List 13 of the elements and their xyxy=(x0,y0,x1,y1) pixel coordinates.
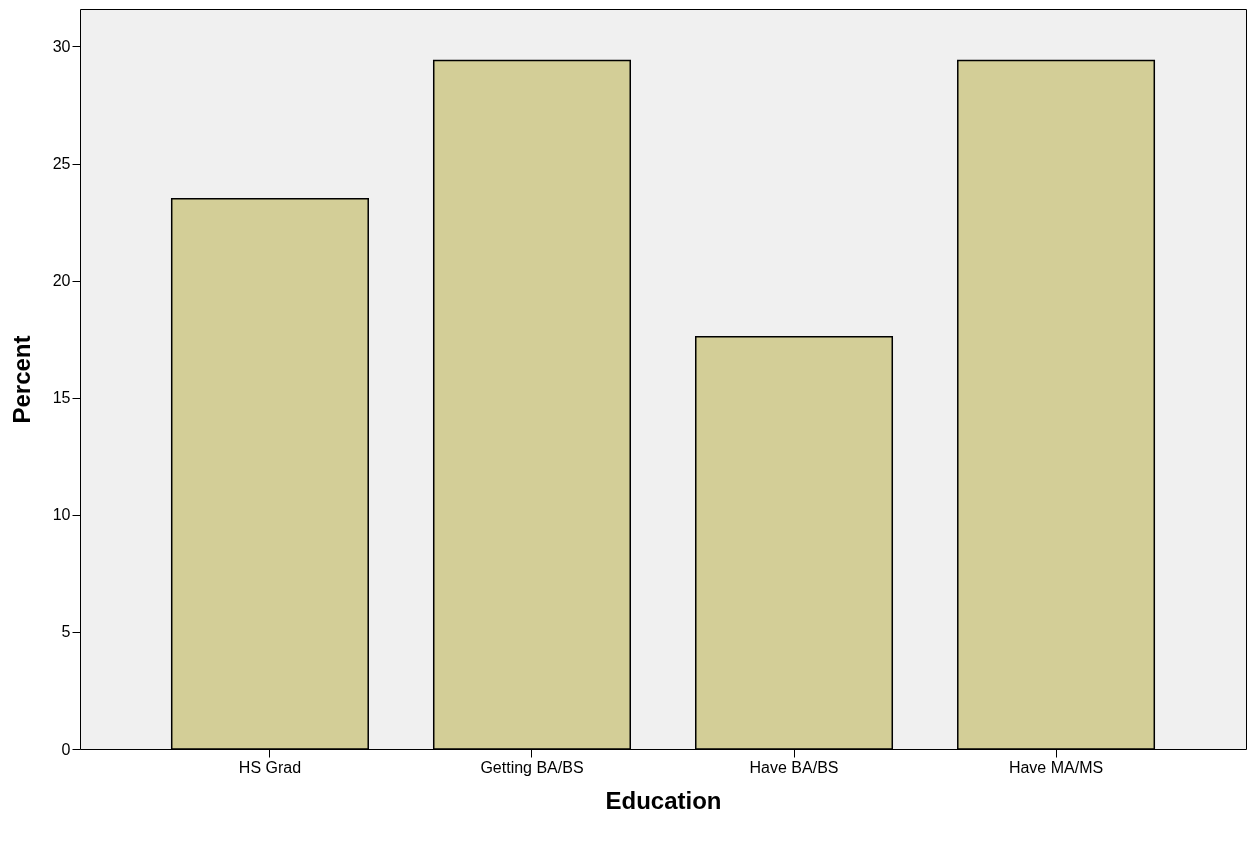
x-tick-label: Getting BA/BS xyxy=(480,758,584,776)
y-tick-label: 30 xyxy=(52,37,71,55)
x-tick-label: Have BA/BS xyxy=(749,758,839,776)
x-tick-label: HS Grad xyxy=(238,758,302,776)
y-tick-label: 15 xyxy=(52,389,71,407)
y-tick-label: 25 xyxy=(52,155,71,173)
y-tick-label: 20 xyxy=(52,272,71,290)
y-tick-label: 5 xyxy=(61,623,71,641)
y-axis-title: Percent xyxy=(7,335,35,424)
y-tick-label: 0 xyxy=(61,740,71,758)
x-axis-title: Education xyxy=(605,786,722,814)
x-tick-label: Have MA/MS xyxy=(1008,758,1104,776)
y-tick-label: 10 xyxy=(52,506,71,524)
